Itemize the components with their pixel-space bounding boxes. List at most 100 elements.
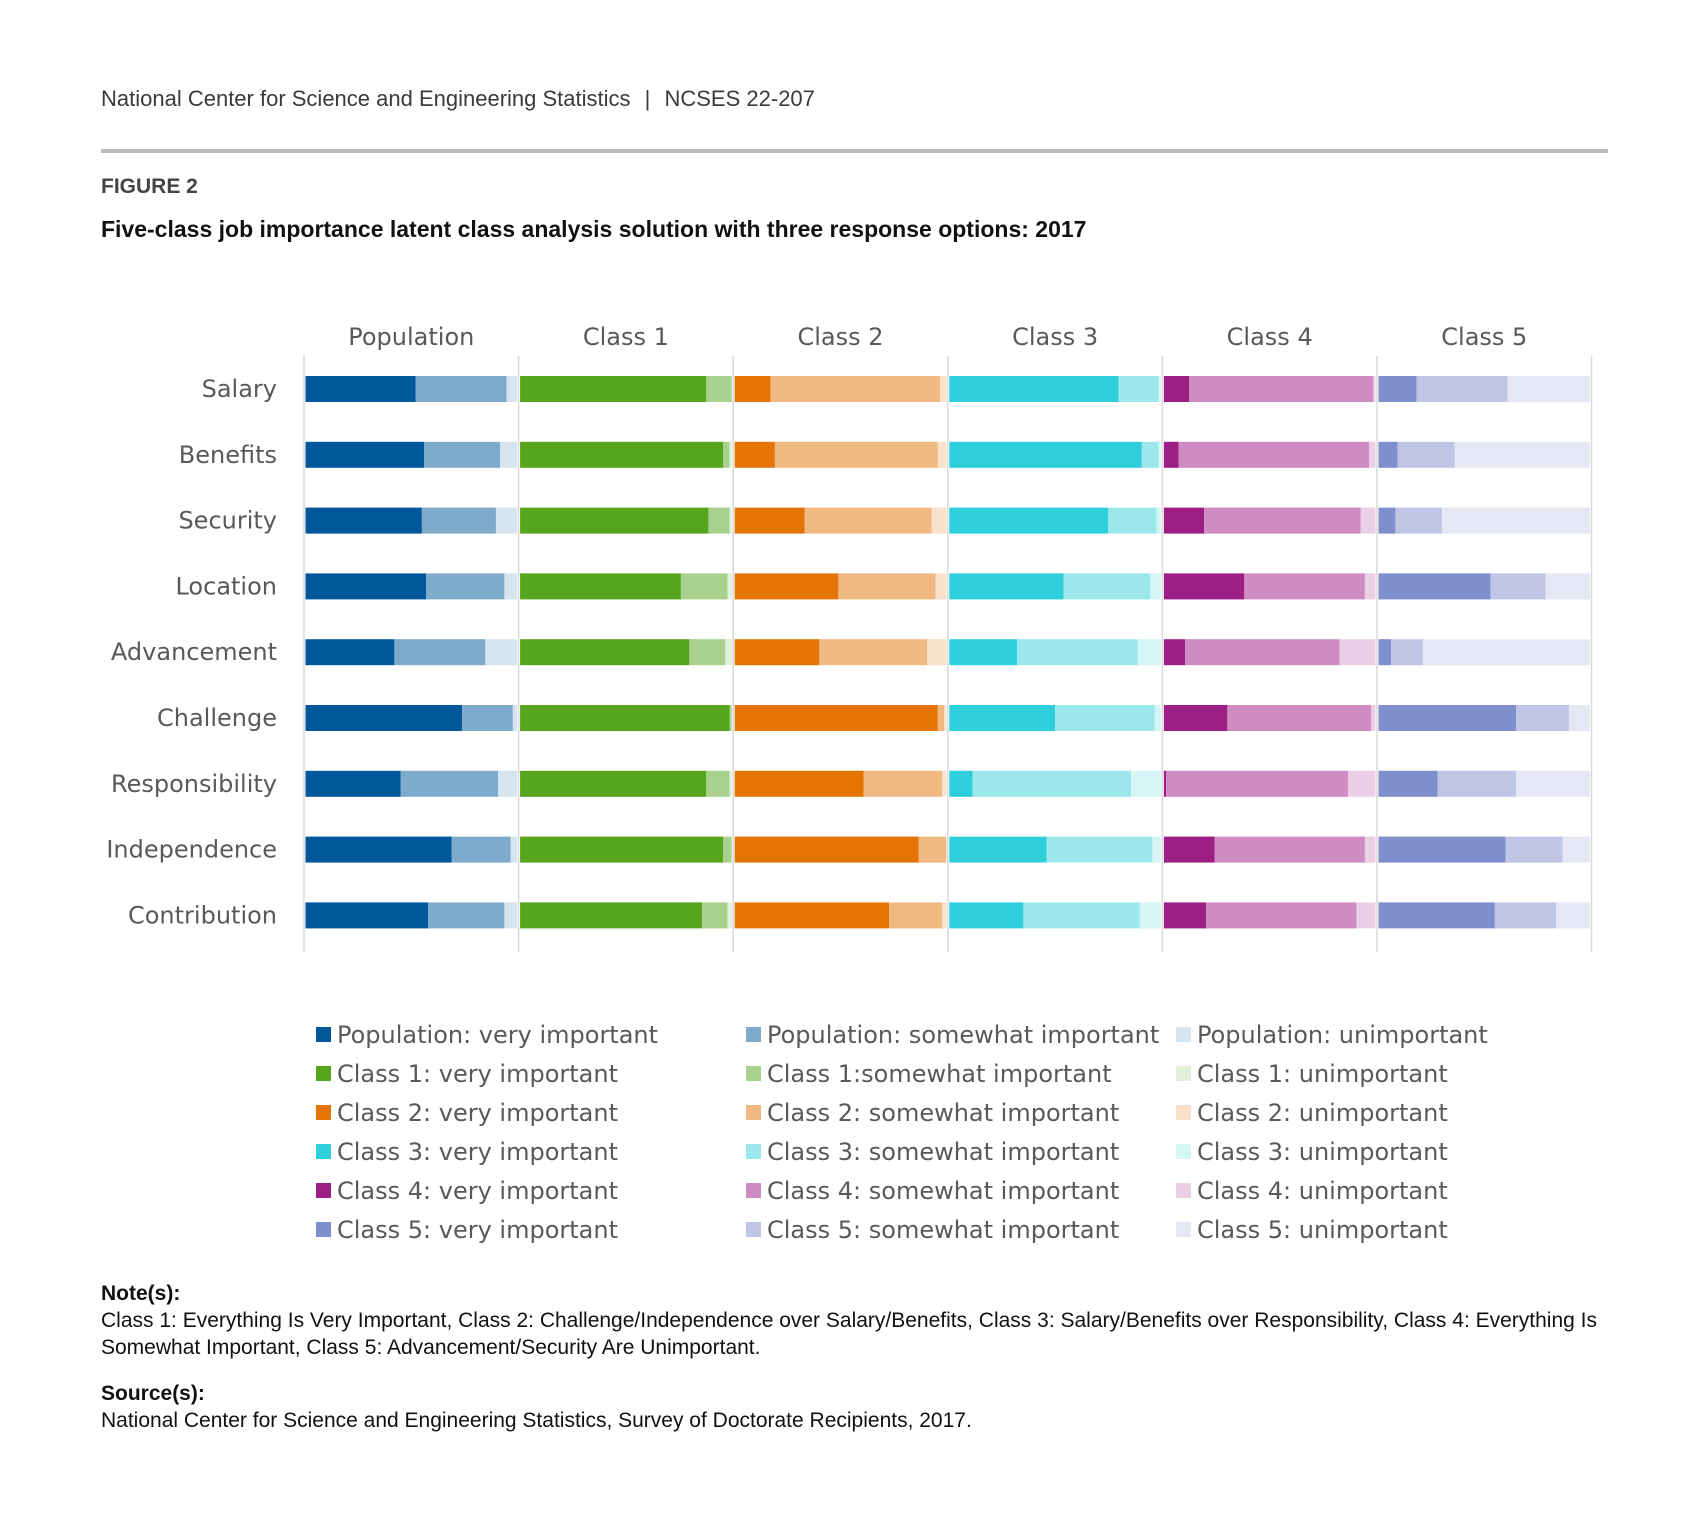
legend-swatch <box>316 1144 331 1159</box>
bar-segment <box>426 573 505 600</box>
bar-segment <box>889 902 943 929</box>
legend-item: Class 3: somewhat important <box>746 1137 1176 1166</box>
bar-segment <box>495 507 518 534</box>
bar-segment <box>1562 836 1591 863</box>
bar-segment <box>723 836 732 863</box>
legend-item: Class 4: very important <box>316 1176 746 1205</box>
bar-segment <box>504 902 518 929</box>
legend-swatch <box>316 1066 331 1081</box>
bar-segment <box>520 705 730 731</box>
bar-segment <box>1437 770 1517 797</box>
bar-segment <box>520 573 681 600</box>
report-id: NCSES 22-207 <box>664 86 815 111</box>
bar-segment <box>305 376 416 402</box>
legend-item: Class 1: very important <box>316 1059 746 1088</box>
legend-item: Class 1: unimportant <box>1176 1059 1596 1088</box>
bar-segment <box>1166 770 1348 797</box>
bar-segment <box>1395 507 1442 534</box>
panel-labels: Population Class 1 Class 2 Class 3 Class 4 Cl… <box>348 323 1527 351</box>
legend-swatch <box>1176 1183 1191 1198</box>
bar-segment <box>918 836 947 863</box>
legend-label: Class 3: very important <box>337 1137 618 1166</box>
bar-segment <box>1516 705 1569 731</box>
bar-segment <box>734 770 864 797</box>
bar-segment <box>949 507 1108 534</box>
bar-segment <box>1150 573 1161 600</box>
bar-segment <box>1490 573 1546 600</box>
bar-segment <box>734 441 775 468</box>
bar-segment <box>1063 573 1151 600</box>
notes-text: Class 1: Everything Is Very Important, C… <box>101 1309 1597 1359</box>
bar-segment <box>1137 639 1161 666</box>
bar-segment <box>305 836 452 863</box>
figure-label: FIGURE 2 <box>101 175 198 198</box>
bar-segment <box>702 902 728 929</box>
panel-label: Population <box>348 323 474 351</box>
bar-segment <box>1568 705 1591 731</box>
category-label: Independence <box>106 836 277 864</box>
bar-segment <box>520 902 703 929</box>
bar-segment <box>1163 376 1190 402</box>
bar-segment <box>305 507 422 534</box>
bar-segment <box>1055 705 1155 731</box>
bar-segment <box>1454 441 1591 468</box>
bar-segment <box>734 902 890 929</box>
bar-segment <box>931 507 947 534</box>
legend-label: Population: very important <box>337 1020 659 1049</box>
legend-item: Population: somewhat important <box>746 1020 1176 1049</box>
bar-segment <box>1378 573 1491 600</box>
bar-segment <box>1163 705 1228 731</box>
legend-label: Class 5: very important <box>337 1215 618 1244</box>
legend-item: Class 5: somewhat important <box>746 1215 1176 1244</box>
bar-segment <box>1378 836 1506 863</box>
bar-segment <box>949 770 973 797</box>
bar-segment <box>305 705 463 731</box>
bar-segment <box>937 441 947 468</box>
bar-segment <box>1422 639 1591 666</box>
bar-segment <box>500 441 518 468</box>
bar-segment <box>774 441 938 468</box>
bar-segment <box>734 705 938 731</box>
bar-segment <box>1163 902 1207 929</box>
legend-label: Population: somewhat important <box>767 1020 1160 1049</box>
bar-segment <box>734 573 839 600</box>
bar-segment <box>706 376 732 402</box>
panel-label: Class 2 <box>797 323 883 351</box>
legend-swatch <box>1176 1066 1191 1081</box>
bar-segment <box>706 770 730 797</box>
category-label: Responsibility <box>111 770 277 798</box>
legend-swatch <box>1176 1105 1191 1120</box>
bar-segment <box>1507 376 1591 402</box>
legend-item: Class 2: somewhat important <box>746 1098 1176 1127</box>
legend-swatch <box>746 1144 761 1159</box>
bar-segment <box>1373 376 1376 402</box>
legend-swatch <box>746 1222 761 1237</box>
bar-segment <box>949 376 1119 402</box>
bar-segment <box>1017 639 1138 666</box>
bar-segment <box>1023 902 1140 929</box>
legend-item: Class 2: unimportant <box>1176 1098 1596 1127</box>
bar-segment <box>935 573 947 600</box>
bar-segment <box>520 639 690 666</box>
legend-label: Class 2: somewhat important <box>767 1098 1120 1127</box>
bar-segment <box>1141 441 1159 468</box>
bar-segment <box>504 573 518 600</box>
bar-segment <box>729 770 732 797</box>
bar-segment <box>949 573 1064 600</box>
bar-segment <box>1204 507 1361 534</box>
bar-segment <box>1516 770 1591 797</box>
bar-segment <box>725 639 732 666</box>
bar-segment <box>506 376 518 402</box>
bar-segment <box>1378 770 1438 797</box>
legend-label: Class 4: very important <box>337 1176 618 1205</box>
bar-segment <box>1163 836 1215 863</box>
legend-swatch <box>316 1105 331 1120</box>
bar-segment <box>942 902 947 929</box>
legend-label: Class 2: unimportant <box>1197 1098 1448 1127</box>
bar-segment <box>1441 507 1591 534</box>
bar-segment <box>729 441 732 468</box>
bar-segment <box>1139 902 1161 929</box>
bar-segment <box>770 376 940 402</box>
bar-segment <box>734 836 919 863</box>
category-label: Contribution <box>128 901 277 929</box>
